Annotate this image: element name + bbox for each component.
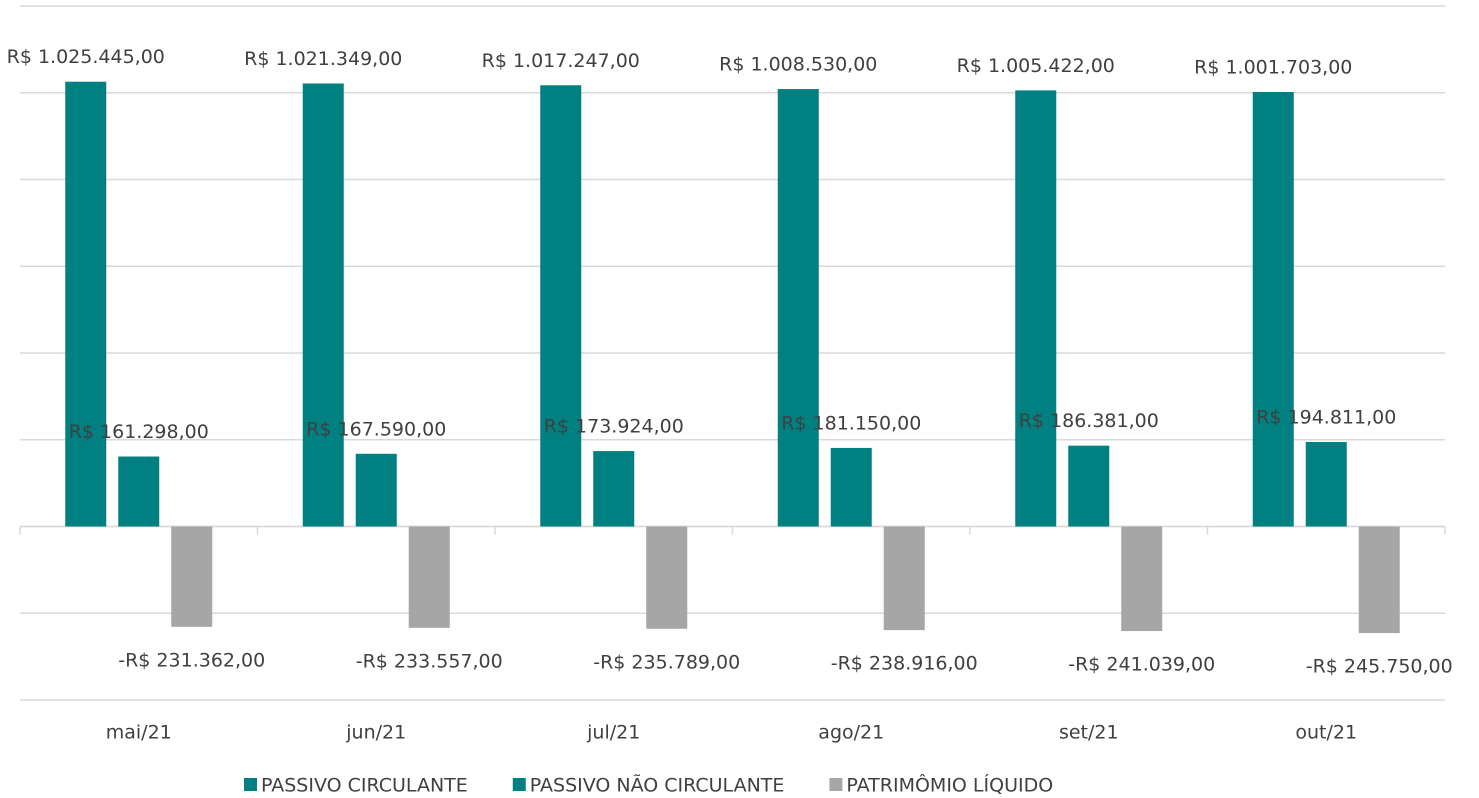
- data-label: -R$ 241.039,00: [1068, 654, 1215, 676]
- data-label: R$ 173.924,00: [544, 416, 684, 438]
- bar: [1358, 526, 1400, 634]
- data-label: R$ 1.025.445,00: [7, 46, 165, 68]
- bar: [1252, 92, 1294, 527]
- data-label: R$ 167.590,00: [306, 418, 446, 440]
- data-label: R$ 1.017.247,00: [482, 50, 640, 72]
- bar: [883, 526, 925, 631]
- data-label: R$ 161.298,00: [69, 421, 209, 443]
- bar: [65, 81, 107, 527]
- data-label: R$ 1.001.703,00: [1194, 57, 1352, 79]
- bar: [1305, 442, 1347, 527]
- bar: [830, 447, 872, 527]
- legend-swatch: [829, 778, 843, 791]
- data-label: R$ 1.021.349,00: [244, 48, 402, 70]
- legend-label: PATRIMÔMIO LÍQUIDO: [846, 773, 1053, 797]
- data-label: -R$ 245.750,00: [1306, 656, 1453, 678]
- legend-swatch: [512, 778, 526, 791]
- x-tick-label: jul/21: [586, 722, 640, 744]
- bar: [302, 83, 344, 527]
- bar: [593, 451, 635, 527]
- data-label: R$ 186.381,00: [1019, 410, 1159, 432]
- data-label: R$ 1.008.530,00: [719, 54, 877, 76]
- x-tick-label: mai/21: [106, 722, 172, 744]
- x-tick-label: ago/21: [818, 722, 884, 744]
- bar: [1068, 445, 1110, 527]
- legend-label: PASSIVO NÃO CIRCULANTE: [530, 774, 785, 797]
- data-label: -R$ 238.916,00: [831, 653, 978, 675]
- bar: [646, 526, 688, 629]
- data-label: R$ 181.150,00: [781, 412, 921, 434]
- data-label: -R$ 231.362,00: [118, 649, 265, 671]
- bar: [118, 456, 160, 527]
- x-tick-label: set/21: [1059, 722, 1119, 744]
- bar: [408, 526, 450, 628]
- bar: [1121, 526, 1163, 632]
- bar: [355, 453, 397, 527]
- bar: [540, 85, 582, 527]
- bar: [171, 526, 213, 627]
- data-label: -R$ 235.789,00: [593, 651, 740, 673]
- x-tick-label: jun/21: [345, 722, 406, 744]
- legend-swatch: [244, 778, 257, 791]
- bar: [777, 89, 819, 527]
- data-label: R$ 194.811,00: [1256, 407, 1396, 429]
- bar: [1015, 90, 1057, 527]
- x-tick-label: out/21: [1295, 722, 1357, 744]
- legend-label: PASSIVO CIRCULANTE: [261, 775, 468, 797]
- data-label: -R$ 233.557,00: [356, 650, 503, 672]
- data-label: R$ 1.005.422,00: [957, 55, 1115, 77]
